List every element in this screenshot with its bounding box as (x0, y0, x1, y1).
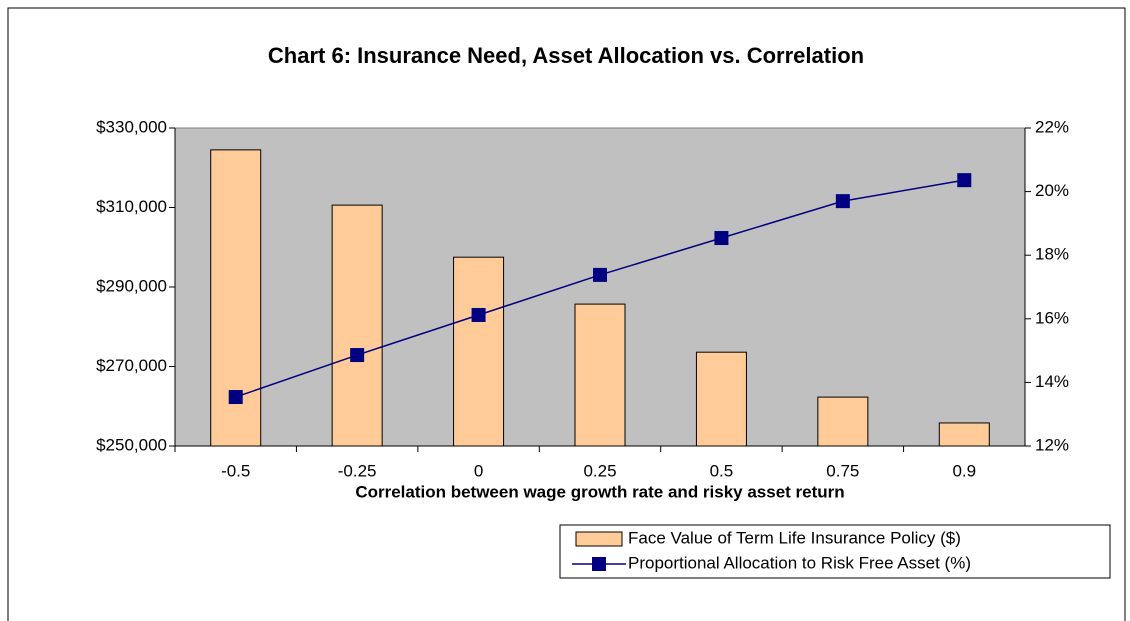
bar (695, 351, 747, 447)
x-tick-label: -0.5 (221, 461, 250, 480)
bar (817, 396, 869, 447)
x-tick-label: 0.5 (710, 461, 734, 480)
marker (714, 231, 729, 246)
x-axis-label: Correlation between wage growth rate and… (355, 482, 844, 501)
y-tick-label: $250,000 (96, 435, 167, 454)
y-tick-label: $330,000 (96, 117, 167, 136)
y-tick-label: $290,000 (96, 276, 167, 295)
marker (471, 307, 486, 322)
x-tick-label: 0.9 (952, 461, 976, 480)
marker (835, 194, 850, 209)
legend-swatch (575, 531, 623, 547)
chart-border (7, 7, 1126, 621)
y2-tick-label: 14% (1035, 372, 1069, 391)
x-tick-label: 0 (474, 461, 483, 480)
legend-label: Face Value of Term Life Insurance Policy… (628, 528, 961, 547)
x-tick-label: 0.75 (826, 461, 859, 480)
marker (957, 173, 972, 188)
y-tick-label: $310,000 (96, 197, 167, 216)
y2-tick-label: 18% (1035, 245, 1069, 264)
bar (331, 204, 383, 447)
bar (938, 422, 990, 447)
y2-tick-label: 16% (1035, 308, 1069, 327)
x-tick-label: 0.25 (583, 461, 616, 480)
marker (228, 390, 243, 405)
bar (574, 303, 626, 447)
legend-label: Proportional Allocation to Risk Free Ass… (628, 553, 971, 572)
y2-tick-label: 22% (1035, 117, 1069, 136)
y-tick-label: $270,000 (96, 356, 167, 375)
marker (350, 348, 365, 363)
x-tick-label: -0.25 (338, 461, 377, 480)
y2-tick-label: 20% (1035, 181, 1069, 200)
legend-box (559, 524, 1111, 579)
legend-marker (592, 557, 606, 571)
bar (453, 256, 505, 447)
y2-tick-label: 12% (1035, 435, 1069, 454)
chart-title: Chart 6: Insurance Need, Asset Allocatio… (268, 43, 864, 68)
marker (593, 267, 607, 282)
